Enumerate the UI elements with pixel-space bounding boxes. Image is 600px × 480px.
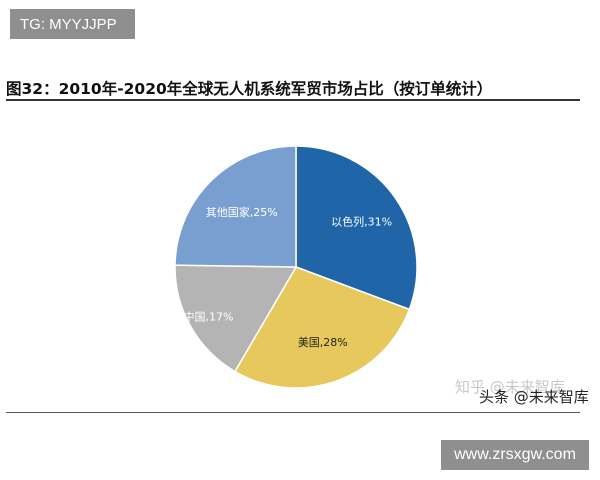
pie-label-1: 美国,28% xyxy=(298,336,348,349)
pie-slice-3 xyxy=(174,145,297,268)
figure-title: 图32：2010年-2020年全球无人机系统军贸市场占比（按订单统计） xyxy=(6,80,493,98)
pie-label-2: 中国,17% xyxy=(184,310,234,323)
pie-slice-2 xyxy=(174,264,298,373)
bottom-rule xyxy=(6,412,580,413)
pie-label-0: 以色列,31% xyxy=(331,215,392,229)
toutiao-watermark: 头条 @未来智库 xyxy=(479,388,589,406)
pie-slices xyxy=(174,145,418,389)
telegram-watermark-badge: TG: MYYJJPP xyxy=(10,9,135,39)
zhihu-watermark: 知乎 @未来智库 xyxy=(455,378,565,396)
title-underline xyxy=(6,99,580,101)
pie-slice-0 xyxy=(295,145,418,311)
pie-labels: 以色列,31% 美国,28% 中国,17% 其他国家,25% xyxy=(184,205,393,349)
pie-label-3: 其他国家,25% xyxy=(206,205,278,219)
site-watermark-badge: www.zrsxgw.com xyxy=(441,440,589,470)
